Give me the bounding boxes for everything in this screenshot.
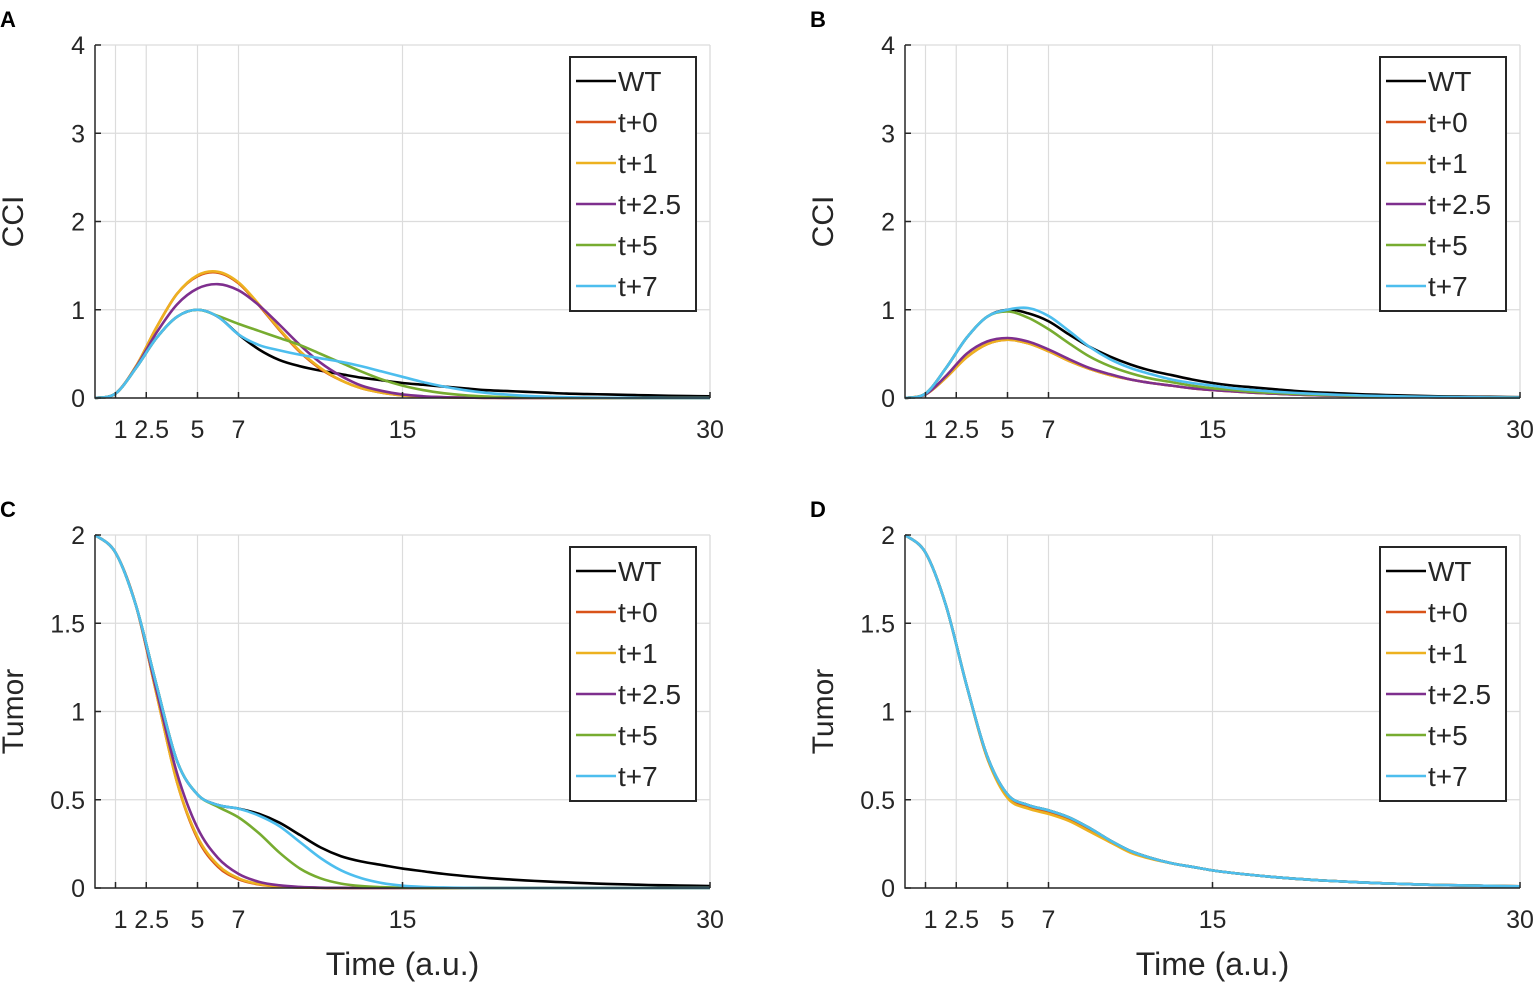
legend-entry: t+7 bbox=[1428, 761, 1468, 792]
series-line-t+7 bbox=[904, 533, 1521, 888]
legend-box bbox=[569, 546, 697, 802]
panel-label: A bbox=[0, 7, 16, 32]
y-tick-label: 0 bbox=[71, 875, 85, 903]
y-tick-label: 1 bbox=[71, 297, 85, 325]
x-tick-label: 30 bbox=[696, 906, 724, 934]
legend-entry: t+5 bbox=[618, 720, 658, 751]
legend-entry: t+2.5 bbox=[618, 679, 681, 710]
legend-entry: t+1 bbox=[618, 148, 658, 179]
y-tick-label: 0 bbox=[881, 875, 895, 903]
x-tick-label: 1 bbox=[924, 906, 938, 934]
legend-entry: t+2.5 bbox=[1428, 679, 1491, 710]
panel-label: C bbox=[0, 497, 16, 522]
legend: WT t+0 t+1 t+2.5 t+5 t+7 bbox=[569, 56, 697, 312]
y-tick-label: 2 bbox=[881, 209, 895, 237]
x-tick-label: 30 bbox=[1506, 416, 1534, 444]
legend: WT t+0 t+1 t+2.5 t+5 t+7 bbox=[1379, 56, 1507, 312]
x-tick-label: 7 bbox=[1042, 416, 1056, 444]
x-tick-label: 2.5 bbox=[134, 906, 169, 934]
legend-entry: t+0 bbox=[618, 107, 658, 138]
legend: WT t+0 t+1 t+2.5 t+5 t+7 bbox=[1379, 546, 1507, 802]
x-tick-label: 1 bbox=[114, 906, 128, 934]
x-tick-label: 7 bbox=[1042, 906, 1056, 934]
legend-entry: t+1 bbox=[1428, 638, 1468, 669]
y-tick-label: 1.5 bbox=[50, 610, 85, 638]
x-tick-label: 5 bbox=[1001, 416, 1015, 444]
y-axis-label: Tumor bbox=[807, 669, 840, 755]
y-tick-label: 1 bbox=[881, 297, 895, 325]
legend-box bbox=[1379, 546, 1507, 802]
legend: WT t+0 t+1 t+2.5 t+5 t+7 bbox=[569, 546, 697, 802]
y-axis-label: Tumor bbox=[0, 669, 30, 755]
legend-entry: t+1 bbox=[618, 638, 658, 669]
x-tick-label: 1 bbox=[114, 416, 128, 444]
panel-label: D bbox=[810, 497, 826, 522]
y-tick-label: 4 bbox=[881, 32, 895, 60]
x-tick-label: 15 bbox=[389, 906, 417, 934]
x-axis-label: Time (a.u.) bbox=[1136, 946, 1290, 982]
y-tick-label: 3 bbox=[881, 120, 895, 148]
y-tick-label: 1.5 bbox=[860, 610, 895, 638]
y-tick-label: 1 bbox=[71, 699, 85, 727]
x-tick-label: 30 bbox=[696, 416, 724, 444]
y-tick-label: 0 bbox=[881, 385, 895, 413]
legend-entry: t+2.5 bbox=[618, 189, 681, 220]
legend-entry: t+5 bbox=[1428, 720, 1468, 751]
legend-entry: t+0 bbox=[1428, 107, 1468, 138]
legend-entry: t+7 bbox=[618, 271, 658, 302]
y-tick-label: 2 bbox=[881, 522, 895, 550]
x-tick-label: 2.5 bbox=[944, 416, 979, 444]
x-tick-label: 1 bbox=[924, 416, 938, 444]
y-axis-label: CCI bbox=[0, 196, 30, 248]
x-tick-label: 2.5 bbox=[134, 416, 169, 444]
y-tick-label: 0.5 bbox=[860, 787, 895, 815]
x-tick-label: 15 bbox=[1199, 416, 1227, 444]
legend-entry: t+7 bbox=[1428, 271, 1468, 302]
x-tick-label: 5 bbox=[191, 906, 205, 934]
legend-entry: WT bbox=[618, 66, 662, 97]
x-tick-label: 15 bbox=[1199, 906, 1227, 934]
legend-entry: t+5 bbox=[1428, 230, 1468, 261]
y-tick-label: 3 bbox=[71, 120, 85, 148]
legend-entry: t+0 bbox=[618, 597, 658, 628]
legend-entry: t+2.5 bbox=[1428, 189, 1491, 220]
y-tick-label: 2 bbox=[71, 522, 85, 550]
x-tick-label: 5 bbox=[191, 416, 205, 444]
legend-entry: t+0 bbox=[1428, 597, 1468, 628]
y-tick-label: 0.5 bbox=[50, 787, 85, 815]
x-tick-label: 7 bbox=[232, 906, 246, 934]
y-tick-label: 0 bbox=[71, 385, 85, 413]
x-tick-label: 15 bbox=[389, 416, 417, 444]
legend-entry: t+5 bbox=[618, 230, 658, 261]
legend-box bbox=[1379, 56, 1507, 312]
series-line-t+7 bbox=[904, 306, 1521, 400]
legend-entry: WT bbox=[618, 556, 662, 587]
y-tick-label: 4 bbox=[71, 32, 85, 60]
y-tick-label: 1 bbox=[881, 699, 895, 727]
x-axis-label: Time (a.u.) bbox=[326, 946, 480, 982]
x-tick-label: 7 bbox=[232, 416, 246, 444]
y-tick-label: 2 bbox=[71, 209, 85, 237]
legend-box bbox=[569, 56, 697, 312]
x-tick-label: 30 bbox=[1506, 906, 1534, 934]
legend-entry: WT bbox=[1428, 66, 1472, 97]
legend-entry: t+1 bbox=[1428, 148, 1468, 179]
x-tick-label: 5 bbox=[1001, 906, 1015, 934]
legend-entry: WT bbox=[1428, 556, 1472, 587]
panel-label: B bbox=[810, 7, 826, 32]
legend-entry: t+7 bbox=[618, 761, 658, 792]
x-tick-label: 2.5 bbox=[944, 906, 979, 934]
y-axis-label: CCI bbox=[807, 196, 840, 248]
